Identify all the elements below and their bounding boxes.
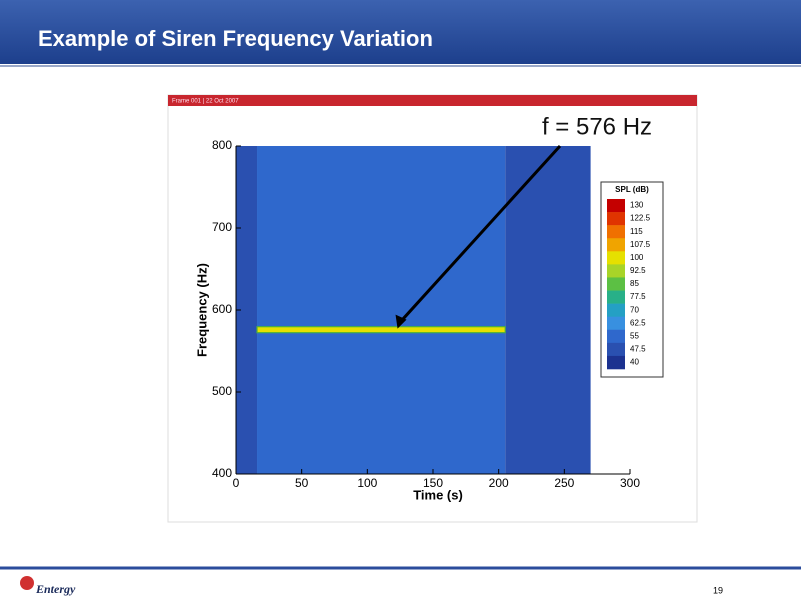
x-tick-label: 200 [489, 476, 509, 490]
x-tick-label: 0 [233, 476, 240, 490]
plot: 0 50 100 150 200 250 300 400 500 600 700 800 130 122.… [212, 138, 651, 490]
colorbar-swatch [607, 264, 625, 278]
colorbar-swatch [607, 199, 625, 213]
y-tick-label: 700 [212, 220, 232, 234]
x-tick-label: 250 [554, 476, 574, 490]
colorbar-tick-label: 115 [630, 227, 643, 236]
y-tick-label: 500 [212, 384, 232, 398]
y-tick-label: 600 [212, 302, 232, 316]
colorbar-tick-label: 55 [630, 331, 639, 340]
x-tick-label: 300 [620, 476, 640, 490]
colorbar-tick-label: 77.5 [630, 292, 646, 301]
colorbar-tick-label: 40 [630, 358, 639, 367]
annotation-arrow [399, 144, 562, 323]
colorbar-tick-label: 92.5 [630, 266, 646, 275]
colorbar-tick-label: 85 [630, 279, 639, 288]
colorbar-swatch [607, 342, 625, 357]
x-tick-label: 150 [423, 476, 443, 490]
x-tick-label: 100 [357, 476, 377, 490]
logo-mark [20, 576, 34, 590]
colorbar-swatch [607, 212, 625, 226]
annotation-arrowhead [395, 314, 407, 329]
logo: Entergy [35, 582, 76, 596]
colorbar-title: SPL (dB) [615, 185, 649, 194]
colorbar-swatch [607, 316, 625, 331]
spectrum-region [505, 146, 591, 474]
colorbar-tick-label: 70 [630, 305, 639, 314]
colorbar-tick-label: 130 [630, 201, 644, 210]
colorbar-swatch [607, 329, 625, 344]
x-tick-label: 50 [295, 476, 309, 490]
colorbar-swatch [607, 290, 625, 304]
slide-title: Example of Siren Frequency Variation [38, 26, 433, 51]
colorbar-tick-label: 62.5 [630, 318, 646, 327]
x-axis-label: Time (s) [413, 487, 463, 502]
y-tick-label: 400 [212, 466, 232, 480]
spectrum-region [236, 146, 258, 474]
tone-band [256, 326, 506, 334]
colorbar-swatch [607, 238, 625, 252]
chart-header-bar [168, 95, 697, 106]
colorbar-tick-label: 107.5 [630, 240, 651, 249]
title-bar [0, 0, 801, 64]
y-axis-label: Frequency (Hz) [194, 263, 209, 357]
colorbar-tick-label: 122.5 [630, 214, 651, 223]
y-tick-label: 800 [212, 138, 232, 152]
colorbar-swatch [607, 225, 625, 239]
colorbar-swatch [607, 251, 625, 265]
colorbar-swatch [607, 277, 625, 291]
chart-header: Frame 001 | 22 Oct 2007 [172, 99, 239, 105]
colorbar-swatch [607, 355, 625, 370]
colorbar-tick-label: 100 [630, 253, 644, 262]
colorbar-tick-label: 47.5 [630, 344, 646, 353]
page-number: 19 [713, 585, 723, 595]
annotation: f = 576 Hz [542, 113, 652, 140]
spectrum-region [257, 146, 506, 474]
colorbar-swatch [607, 303, 625, 317]
